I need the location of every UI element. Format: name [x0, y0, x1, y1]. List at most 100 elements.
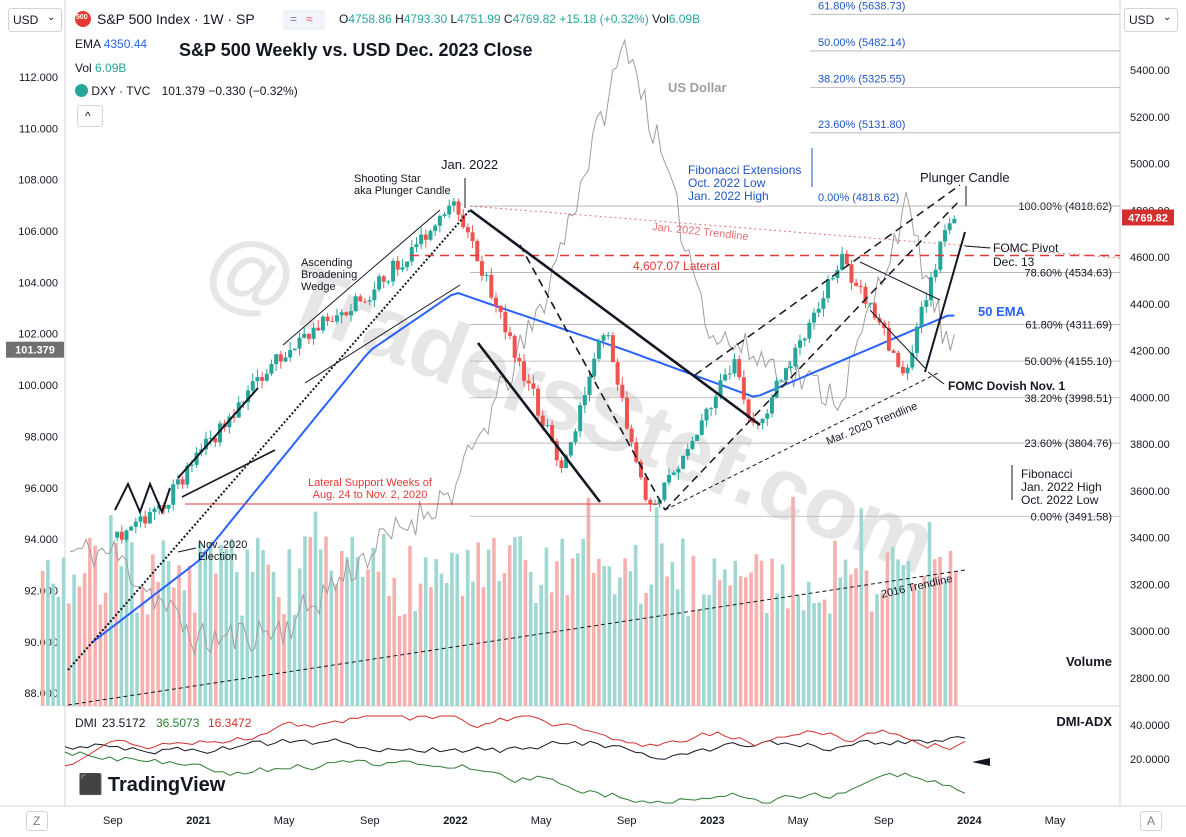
volume-bar	[885, 552, 890, 706]
candle-body	[498, 305, 503, 312]
candle-body	[297, 337, 302, 349]
fib-extension-label: 50.00% (5482.14)	[818, 37, 905, 49]
volume-bar	[528, 571, 533, 706]
candle-body	[274, 354, 279, 365]
volume-legend[interactable]: Vol 6.09B	[75, 61, 127, 75]
dmi-title: DMI-ADX	[1056, 714, 1112, 729]
candle-body	[531, 383, 536, 389]
volume-bar	[691, 555, 696, 706]
volume-bar	[938, 556, 942, 706]
candle-body	[278, 354, 283, 362]
candle-body	[685, 448, 690, 456]
auto-scale-button[interactable]: A	[1140, 811, 1162, 831]
left-axis-tick: 106.000	[18, 226, 58, 238]
candle-body	[854, 282, 859, 286]
fib-retracement-label: 0.00% (3491.58)	[1031, 511, 1112, 523]
symbol-title[interactable]: S&P 500 Index · 1W · SP	[97, 11, 255, 27]
volume-bar	[77, 586, 82, 706]
volume-bar	[612, 594, 617, 706]
volume-bar	[896, 559, 900, 706]
volume-bar	[229, 538, 234, 706]
candle-body	[578, 405, 583, 432]
candle-body	[900, 366, 905, 374]
volume-bar	[308, 537, 313, 706]
volume-bar	[51, 583, 55, 706]
candle-body	[783, 368, 788, 381]
ema-legend[interactable]: EMA 4350.44	[75, 37, 148, 51]
candle-body	[671, 472, 676, 475]
candle-body	[208, 438, 213, 440]
volume-bar	[875, 594, 879, 706]
right-axis-tick: 3800.00	[1130, 439, 1170, 451]
right-currency-dropdown[interactable]: USD ⌄	[1124, 8, 1178, 32]
fib-extension-label: 23.60% (5131.80)	[818, 119, 905, 131]
volume-bar	[381, 533, 386, 706]
volume-bar	[754, 554, 759, 706]
candle-body	[493, 297, 498, 306]
log-scale-button-left[interactable]: Z	[26, 811, 48, 831]
rising-wedge-lower	[181, 449, 276, 498]
volume-bar	[660, 543, 664, 706]
volume-bar	[843, 559, 848, 706]
fib-extension-title: Oct. 2022 Low	[688, 176, 766, 190]
candle-body	[648, 499, 653, 505]
equals-icon: =	[290, 12, 298, 26]
candle-body	[358, 296, 363, 302]
volume-bar	[387, 595, 391, 706]
shooting-star-label: aka Plunger Candle	[354, 185, 451, 197]
volume-bar	[801, 610, 806, 706]
dxy-legend[interactable]: DXY · TVC 101.379 −0.330 (−0.32%)	[75, 84, 298, 98]
candle-body	[896, 352, 901, 367]
candle-body	[727, 373, 732, 375]
volume-bars	[40, 496, 958, 706]
fomc-dovish-arrow	[927, 371, 945, 385]
current-price-tag	[1122, 209, 1174, 226]
candle-body	[447, 205, 452, 215]
fib-retracement-title: Fibonacci	[1021, 467, 1072, 481]
volume-bar	[539, 584, 543, 706]
volume-bar	[82, 573, 87, 706]
compare-toggle[interactable]: = ≈	[283, 10, 325, 30]
candle-body	[522, 361, 527, 381]
candle-body	[437, 215, 442, 226]
candle-body	[746, 399, 751, 418]
volume-bar	[240, 615, 244, 706]
candle-body	[129, 526, 134, 531]
volume-bar	[749, 572, 753, 706]
volume-bar	[738, 576, 743, 706]
volume-bar	[271, 571, 276, 706]
collapse-legend-button[interactable]: ^	[77, 105, 103, 127]
ema-50-label: 50 EMA	[978, 304, 1026, 319]
volume-bar	[534, 603, 538, 706]
candle-body	[442, 214, 447, 216]
candle-body	[353, 296, 358, 312]
candle-body	[512, 335, 517, 358]
candle-body	[667, 474, 672, 483]
candle-body	[414, 244, 419, 248]
candle-body	[868, 303, 873, 305]
volume-bar	[791, 496, 795, 706]
volume-bar	[397, 615, 402, 706]
volume-label: Volume	[1066, 654, 1112, 669]
fib-retracement-label: 23.60% (3804.76)	[1025, 438, 1112, 450]
left-currency-dropdown[interactable]: USD ⌄	[8, 8, 62, 32]
plunger-rally-line	[924, 231, 966, 373]
chevron-down-icon: ⌄	[47, 12, 56, 23]
right-axis-tick: 3000.00	[1130, 626, 1170, 638]
candle-body	[835, 269, 840, 279]
candle-body	[620, 384, 625, 398]
candle-body	[779, 380, 784, 382]
dmi-arrow-marker	[972, 758, 990, 766]
candle-body	[924, 300, 929, 307]
right-axis-tick: 3200.00	[1130, 579, 1170, 591]
volume-bar	[812, 603, 816, 706]
volume-bar	[476, 542, 480, 706]
candle-body	[241, 402, 246, 404]
volume-bar	[948, 550, 953, 706]
candle-body	[395, 260, 400, 270]
volume-bar	[565, 595, 570, 706]
left-axis-tick: 98.000	[24, 431, 58, 443]
wedge-label: Wedge	[301, 281, 336, 293]
volume-bar	[255, 537, 260, 706]
